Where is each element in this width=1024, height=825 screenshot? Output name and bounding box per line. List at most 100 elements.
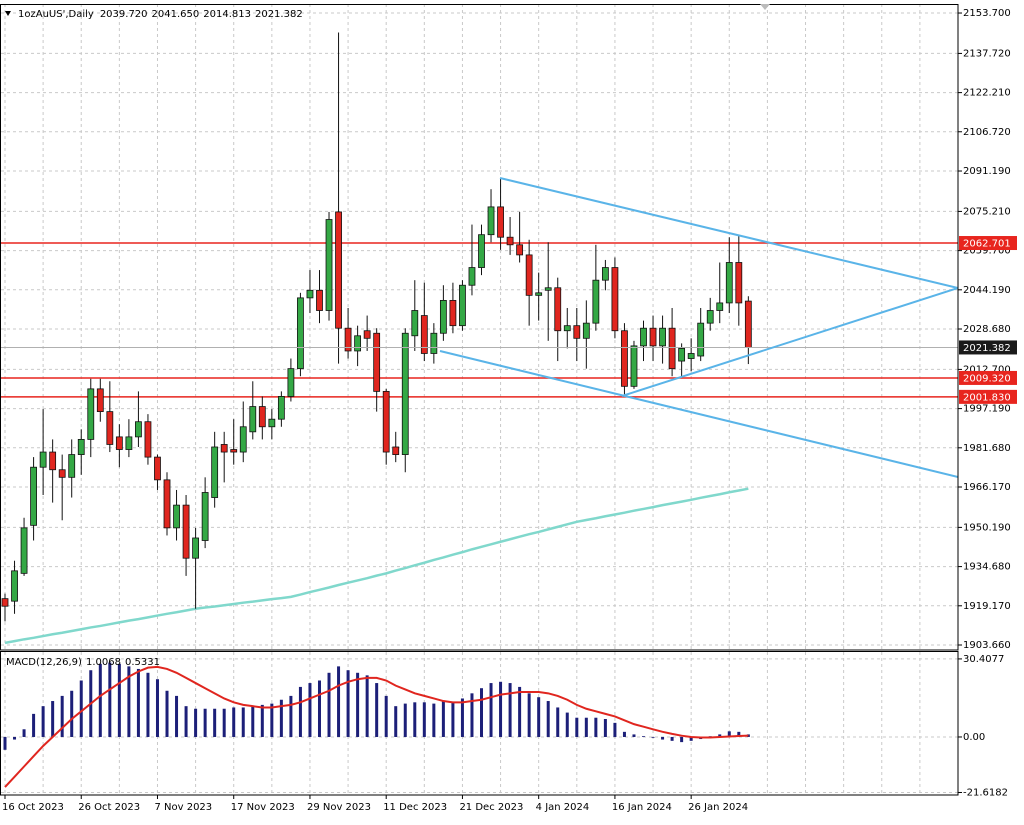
candle-body [487,206,495,236]
macd-bar [175,695,179,737]
macd-bar [422,702,426,737]
macd-bar [22,729,26,737]
x-tick-label: 21 Dec 2023 [459,802,523,813]
macd-bar [537,697,541,737]
candle-body [277,396,285,420]
candle-body [459,284,466,327]
candle-body [68,454,76,478]
macd-bar [489,683,493,737]
candle-body [668,327,676,370]
high-label: 2041.650 [152,9,200,20]
macd-bar [194,708,198,737]
macd-bar [394,706,398,737]
trendline [621,287,958,397]
candle-body [563,325,571,332]
candle-body [335,211,342,329]
candle-body [573,325,581,339]
candle-body [678,348,686,362]
x-tick-label: 11 Dec 2023 [383,802,447,813]
macd-bar [670,736,674,741]
macd-bar [346,670,350,737]
candle-body [325,219,333,311]
candle-body [49,451,57,471]
candle-body [735,262,743,304]
candle-body [115,436,123,450]
candle-body [411,310,419,337]
candle-body [135,421,142,438]
macd-bar [689,736,693,741]
candle-body [516,244,524,256]
macd-value: 1.0068 [86,657,121,668]
candle-body [535,292,543,296]
y-tick-label: 1997.190 [963,404,1011,415]
macd-bar [79,680,83,737]
candle-body [582,322,590,339]
macd-bar [260,704,264,737]
candle-body [316,289,323,311]
macd-bar [460,698,464,737]
macd-bar [356,672,360,737]
candle-body [439,299,447,334]
y-tick-label: 1966.170 [963,482,1011,493]
candle-body [287,368,295,397]
macd-bar [584,717,588,737]
candle-body [201,492,209,541]
macd-bar [651,736,655,738]
candle-body [239,426,247,453]
last-price-box [959,340,1017,355]
macd-bar [661,736,665,740]
axis-layer: 2153.700 2137.720 2122.210 2106.720 2091.190… [2,8,1017,813]
candle-body [601,267,609,281]
macd-bar [546,701,550,737]
macd-bar [317,680,321,737]
candle-body [401,332,409,455]
candle-body [449,299,457,327]
macd-bar [289,695,293,737]
candle-body [649,327,657,347]
signal-value: 0.5331 [125,657,160,668]
x-tick-label: 16 Jan 2024 [612,802,672,813]
candle-body [659,327,666,347]
candle-body [506,236,514,246]
candle-body [592,279,600,324]
candle-body [478,234,485,268]
macd-bar [594,717,598,737]
macd-bar [375,683,379,737]
macd-header: MACD(12,26,9) 1.0068 0.5331 [6,657,160,668]
macd-bar [41,706,45,737]
macd-bar [556,707,560,737]
candle-body [640,327,647,347]
candle-body [106,411,114,445]
candle-body [192,537,200,559]
y-tick-label: 1934.680 [963,562,1011,573]
candle-body [687,353,695,359]
candle-body [77,439,85,455]
candle-body [392,446,400,455]
candle-body [344,327,352,352]
level-price-box [959,370,1017,385]
candle-body [497,206,504,238]
y-tick-label: 2044.190 [963,285,1011,296]
macd-bar [13,736,17,740]
macd-bar [632,734,636,737]
macd-bar [337,666,341,737]
candle-body [249,406,257,433]
candle-body [30,466,37,526]
y-tick-label: 0.00 [963,732,985,743]
macd-bar [222,708,226,737]
trendline [439,350,958,478]
price-panel-frame [0,4,959,651]
trendline [499,177,958,289]
macd-bar [384,695,388,737]
macd-bar [680,736,684,743]
candle-body [297,297,304,370]
candle-body [58,469,66,478]
macd-bar [203,708,207,737]
symbol: 1ozAuUS',Daily [18,9,94,20]
low-label: 2014.813 [203,9,251,20]
candle-body [173,504,180,529]
macd-bar [117,663,121,737]
candle-body [354,335,362,352]
